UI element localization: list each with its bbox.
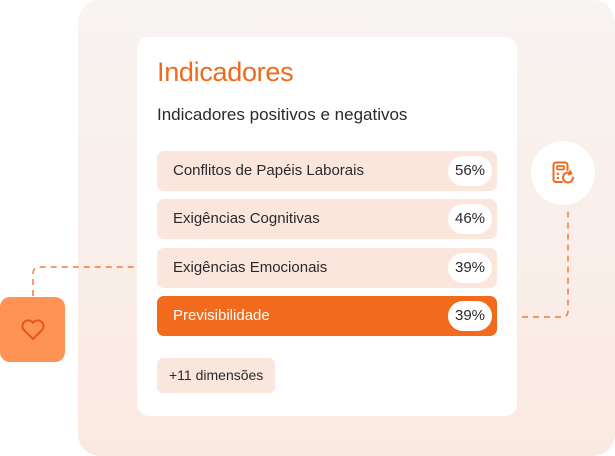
indicator-label: Previsibilidade — [173, 307, 270, 324]
indicator-label: Exigências Cognitivas — [173, 210, 320, 227]
indicator-row-previsibilidade[interactable]: Previsibilidade 39% — [157, 296, 497, 336]
indicator-label: Conflitos de Papéis Laborais — [173, 162, 364, 179]
card-title: Indicadores — [157, 57, 294, 87]
indicator-row-exigencias-cognitivas[interactable]: Exigências Cognitivas 46% — [157, 199, 497, 239]
calculator-badge — [531, 141, 595, 205]
calculator-refresh-icon — [552, 161, 575, 184]
card-subtitle: Indicadores positivos e negativos — [157, 105, 408, 124]
indicator-value: 56% — [448, 156, 492, 186]
indicators-card: Indicadores Indicadores positivos e nega… — [137, 37, 517, 416]
indicator-row-exigencias-emocionais[interactable]: Exigências Emocionais 39% — [157, 248, 497, 288]
indicator-row-conflitos[interactable]: Conflitos de Papéis Laborais 56% — [157, 151, 497, 191]
heart-tile — [0, 297, 65, 362]
indicator-value: 46% — [448, 204, 492, 234]
more-dimensions-button[interactable]: +11 dimensões — [157, 358, 276, 393]
indicator-label: Exigências Emocionais — [173, 259, 328, 276]
heart-icon — [20, 318, 45, 340]
indicator-value: 39% — [448, 253, 492, 283]
indicator-value: 39% — [448, 301, 492, 331]
